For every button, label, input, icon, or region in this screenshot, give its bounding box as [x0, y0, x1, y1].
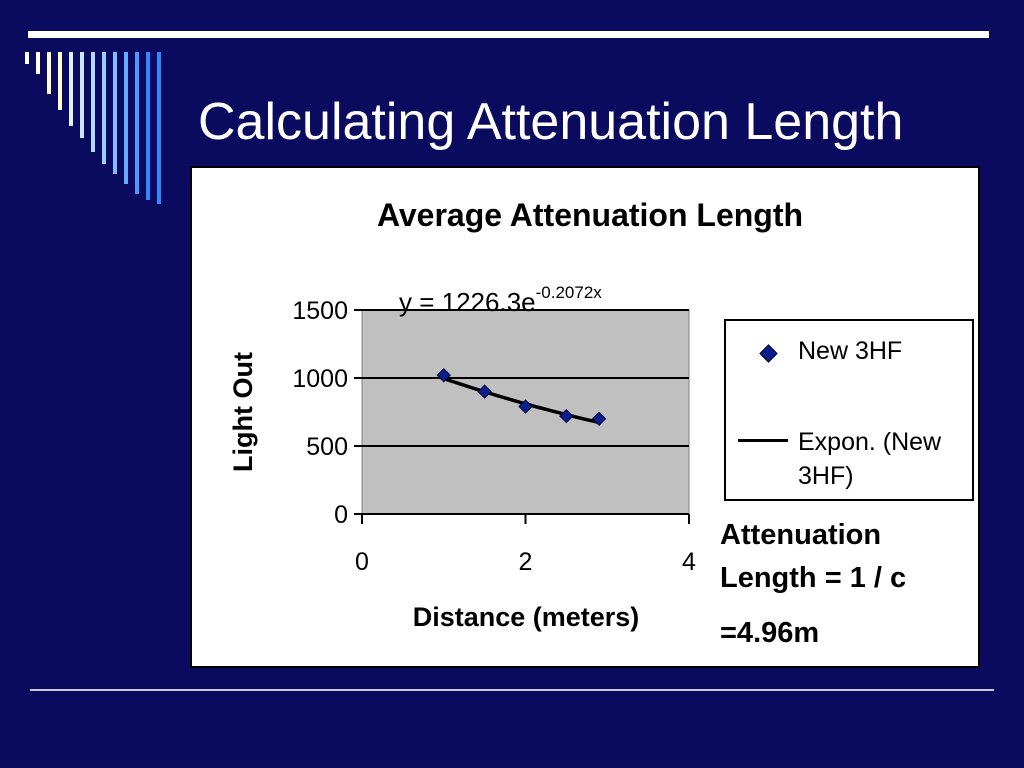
legend-series-label: New 3HF [798, 337, 903, 365]
chart-legend: New 3HF Expon. (New 3HF) [724, 319, 974, 501]
x-axis-label: Distance (meters) [413, 602, 640, 632]
chart-title: Average Attenuation Length [377, 197, 803, 233]
chart-container: Average Attenuation Length 0 500 1000 1500 0 2… [190, 166, 980, 668]
y-tick-label: 500 [306, 433, 348, 461]
data-point [591, 411, 607, 427]
x-tick-label: 4 [682, 548, 696, 576]
top-rule [28, 31, 989, 38]
data-point [436, 368, 451, 383]
x-tick-label: 2 [519, 548, 533, 576]
x-tick-label: 0 [355, 548, 369, 576]
decorative-bars [25, 52, 161, 204]
legend-trendline-icon [738, 439, 788, 442]
equation-exponent: -0.2072x [536, 283, 603, 302]
y-axis-label: Light Out [228, 352, 258, 472]
attenuation-value: =4.96m [720, 617, 820, 649]
data-point [477, 384, 492, 399]
slide-title: Calculating Attenuation Length [198, 93, 904, 151]
attenuation-formula: Attenuation Length = 1 / c [720, 519, 907, 594]
equation-base: y = 1226.3e [399, 287, 536, 317]
trendline-equation: y = 1226.3e-0.2072x [399, 283, 602, 317]
y-tick-label: 1500 [292, 297, 348, 325]
y-tick-label: 0 [334, 501, 348, 529]
attenuation-chart: Average Attenuation Length 0 500 1000 1500 0 2… [228, 197, 803, 632]
bottom-rule [30, 689, 994, 691]
legend-diamond-marker-icon [759, 344, 778, 363]
legend-trendline-label: Expon. (New 3HF) [798, 428, 942, 490]
data-point [518, 399, 533, 414]
y-tick-label: 1000 [292, 365, 348, 393]
data-point [559, 408, 574, 424]
